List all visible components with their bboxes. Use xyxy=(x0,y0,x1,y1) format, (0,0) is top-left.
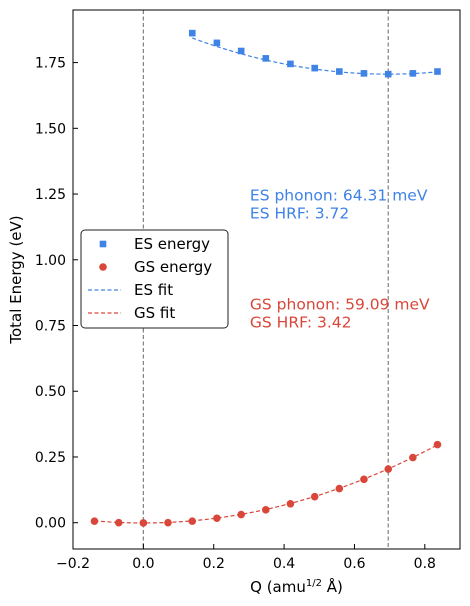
gs-point xyxy=(164,518,172,527)
gs-point xyxy=(409,453,417,462)
gs-annotation-line: GS HRF: 3.42 xyxy=(250,314,352,332)
gs-point xyxy=(360,475,368,484)
legend-box xyxy=(80,229,229,329)
gs-point xyxy=(188,517,197,525)
es-point xyxy=(409,70,417,77)
es-point xyxy=(434,68,441,75)
y-tick-label: 1.75 xyxy=(35,56,66,72)
x-tick-label: 0.6 xyxy=(343,556,365,572)
es-point xyxy=(311,64,318,72)
es-point xyxy=(287,60,294,68)
gs-point xyxy=(90,517,99,525)
gs-point xyxy=(286,499,295,508)
x-tick-label: 0.0 xyxy=(132,556,154,572)
axes: −0.2 0.0 0.2 0.4 0.6 0.8 0.00 0.25 0.50 0.75 1.00 1… xyxy=(7,9,461,596)
data-points xyxy=(90,29,442,527)
plot-frame xyxy=(72,9,461,550)
gs-point xyxy=(237,510,245,519)
gs-point xyxy=(384,465,393,473)
es-point xyxy=(188,29,196,37)
x-tick-label: 0.2 xyxy=(203,556,225,572)
gs-point xyxy=(335,484,344,493)
x-tick-label: 0.4 xyxy=(273,556,295,572)
es-annotation-line: ES phonon: 64.31 meV xyxy=(250,187,428,205)
y-tick-label: 1.00 xyxy=(35,253,66,269)
y-tick-label: 0.25 xyxy=(35,450,66,466)
gs-point xyxy=(139,519,148,527)
gs-point xyxy=(114,518,123,527)
gs-point xyxy=(310,492,319,501)
legend-label: GS fit xyxy=(134,304,175,322)
es-point xyxy=(360,70,368,77)
x-tick-label: −0.2 xyxy=(56,556,90,572)
es-point xyxy=(384,70,392,78)
es-point xyxy=(237,47,245,55)
gs-point xyxy=(433,440,442,449)
y-axis-label: Total Energy (eV) xyxy=(7,215,25,344)
y-tick-label: 0.00 xyxy=(35,516,66,532)
gs-point xyxy=(261,506,270,514)
x-axis-label: Q (amu1/2 Å) xyxy=(250,577,343,596)
y-tick-label: 1.25 xyxy=(35,187,66,203)
legend-es-marker xyxy=(99,240,107,248)
es-point xyxy=(336,68,343,75)
legend-label: ES energy xyxy=(134,235,210,253)
es-point xyxy=(262,55,270,62)
gs-point xyxy=(213,514,221,523)
y-tick-label: 0.50 xyxy=(35,384,66,400)
legend-gs-marker xyxy=(99,263,107,271)
legend: ES energy GS energy ES fit GS fit xyxy=(80,229,229,329)
gs-annotation-line: GS phonon: 59.09 meV xyxy=(250,296,430,314)
y-tick-label: 0.75 xyxy=(35,319,66,335)
x-tick-label: 0.8 xyxy=(414,556,436,572)
legend-label: GS energy xyxy=(134,258,212,276)
es-annotation-line: ES HRF: 3.72 xyxy=(250,205,349,223)
es-point xyxy=(213,39,221,47)
legend-label: ES fit xyxy=(134,281,173,299)
y-tick-label: 1.50 xyxy=(35,121,66,137)
